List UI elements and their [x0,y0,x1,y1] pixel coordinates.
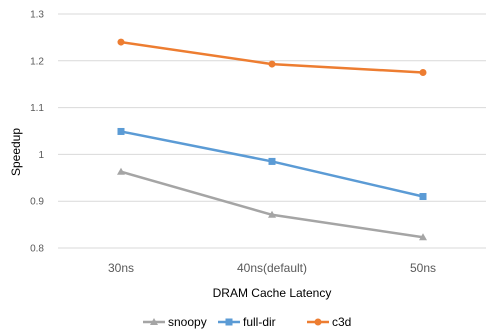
series-lines [117,38,427,241]
data-point-snoopy [268,210,276,218]
legend-item-snoopy: snoopy [143,315,207,329]
series-snoopy [117,167,427,241]
x-tick-label: 40ns(default) [237,261,307,275]
y-tick-label: 1.2 [30,56,44,67]
x-tick-label: 30ns [108,261,134,275]
x-axis-title: DRAM Cache Latency [213,286,332,300]
series-full-dir [117,127,427,201]
legend-label-c3d: c3d [332,315,351,329]
series-line-snoopy [120,170,424,239]
data-point-full-dir [117,127,125,135]
data-point-c3d [419,69,427,76]
data-point-full-dir [268,157,276,165]
y-axis-title: Speedup [9,128,23,176]
data-point-snoopy [419,233,427,241]
series-line-c3d [120,40,424,74]
legend-marker-c3d [314,318,322,326]
x-tick-labels: 30ns 40ns(default) 50ns [108,261,436,275]
legend-label-full-dir: full-dir [243,315,276,329]
legend: snoopy full-dir c3d [143,315,351,329]
y-tick-label: 1 [38,150,44,161]
legend-label-snoopy: snoopy [168,315,207,329]
legend-marker-snoopy [150,318,158,325]
y-tick-labels: 0.8 0.9 1 1.1 1.2 1.3 [30,10,44,255]
data-point-c3d [268,60,276,68]
legend-marker-full-dir [225,318,233,326]
series-c3d [117,38,427,76]
data-point-full-dir [419,193,427,201]
legend-item-full-dir: full-dir [218,315,276,329]
y-tick-label: 0.8 [30,244,44,255]
y-tick-label: 1.1 [30,103,44,114]
data-point-snoopy [117,167,125,175]
y-tick-label: 1.3 [30,10,44,21]
x-tick-label: 50ns [410,261,436,275]
data-point-c3d [117,38,125,46]
legend-item-c3d: c3d [307,315,351,329]
y-tick-label: 0.9 [30,197,44,208]
